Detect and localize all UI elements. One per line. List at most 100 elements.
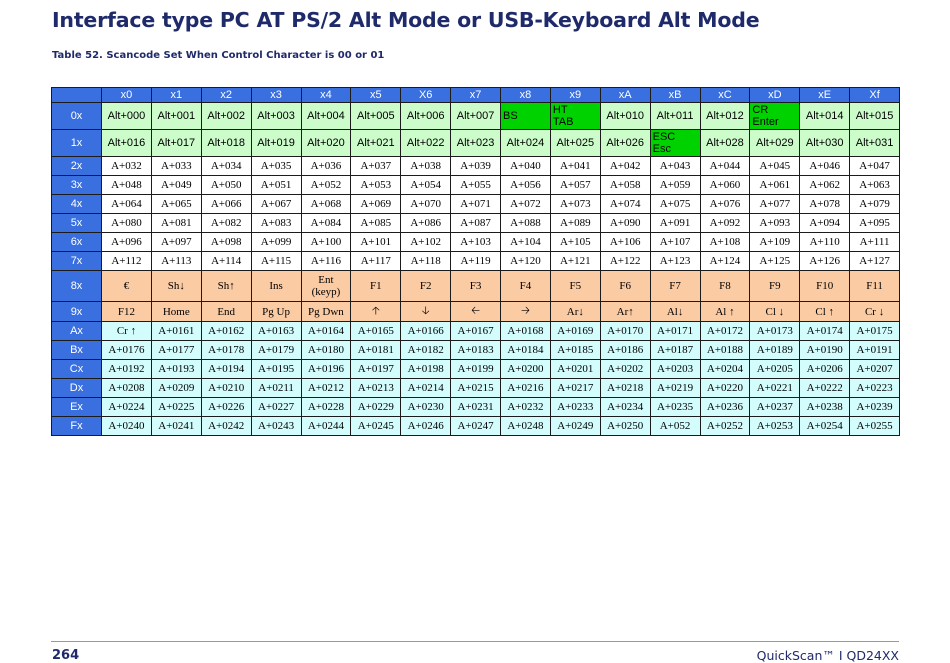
- table-cell: A+096: [101, 232, 152, 252]
- table-cell: A+0255: [849, 416, 900, 436]
- table-cell: A+0254: [799, 416, 851, 436]
- row-header: Fx: [51, 416, 102, 436]
- table-cell: Alt+026: [599, 129, 651, 157]
- table-cell: A+036: [300, 156, 352, 176]
- row-header: 2x: [51, 156, 102, 176]
- table-cell: 🡣: [400, 301, 452, 322]
- table-cell: CR Enter: [749, 102, 801, 130]
- table-cell: A+0184: [500, 340, 551, 360]
- table-cell: A+0163: [250, 321, 302, 341]
- table-cell: A+081: [150, 213, 202, 233]
- table-cell: A+092: [699, 213, 751, 233]
- table-cell: A+0162: [200, 321, 252, 341]
- table-cell: A+0249: [549, 416, 601, 436]
- table-cell: F9: [749, 270, 801, 302]
- table-cell: A+059: [649, 175, 701, 195]
- table-cell: A+080: [101, 213, 152, 233]
- table-cell: F3: [450, 270, 501, 302]
- table-cell: A+0218: [599, 378, 651, 398]
- table-cell: A+0197: [350, 359, 402, 379]
- table-row: 6x A+096 A+097 A+098 A+099 A+100 A+101 A+102 A+1…: [51, 232, 900, 252]
- table-cell: A+0224: [101, 397, 152, 417]
- table-cell: A+110: [799, 232, 851, 252]
- table-cell: A+051: [250, 175, 302, 195]
- column-header: xB: [649, 87, 701, 103]
- table-cell: A+095: [849, 213, 900, 233]
- table-cell: Al ↑: [699, 301, 751, 322]
- table-cell: 🡡: [350, 301, 402, 322]
- table-header-row: x0 x1 x2 x3 x4 x5 X6 x7 x8 x9 xA xB xC xD xE Xf: [51, 87, 900, 103]
- table-cell: A+0226: [200, 397, 252, 417]
- table-cell: Pg Up: [250, 301, 302, 322]
- table-cell: 🡢: [500, 301, 551, 322]
- table-cell: Al↓: [649, 301, 701, 322]
- table-cell: A+035: [250, 156, 302, 176]
- table-cell: Alt+016: [101, 129, 152, 157]
- table-cell: A+033: [150, 156, 202, 176]
- table-cell: A+062: [799, 175, 851, 195]
- table-cell: A+061: [749, 175, 801, 195]
- table-cell: Sh↓: [150, 270, 202, 302]
- table-cell: Alt+001: [150, 102, 202, 130]
- row-header: 8x: [51, 270, 102, 302]
- table-cell: A+0176: [101, 340, 152, 360]
- table-row: Cx A+0192 A+0193 A+0194 A+0195 A+0196 A+0197 A+…: [51, 359, 900, 379]
- table-cell: A+0200: [500, 359, 551, 379]
- table-cell: A+0213: [350, 378, 402, 398]
- table-row: 1x Alt+016 Alt+017 Alt+018 Alt+019 Alt+020 Alt…: [51, 129, 900, 157]
- table-cell: ESC Esc: [649, 129, 701, 157]
- table-cell: Alt+004: [300, 102, 352, 130]
- table-cell: Alt+024: [500, 129, 551, 157]
- table-cell: A+079: [849, 194, 900, 214]
- table-cell: A+044: [699, 156, 751, 176]
- table-cell: Ins: [250, 270, 302, 302]
- table-cell: A+072: [500, 194, 551, 214]
- table-caption: Table 52. Scancode Set When Control Char…: [52, 50, 385, 61]
- table-cell: A+0165: [350, 321, 402, 341]
- table-cell: A+063: [849, 175, 900, 195]
- table-cell: A+0187: [649, 340, 701, 360]
- table-cell: Alt+029: [749, 129, 801, 157]
- table-cell: F12: [101, 301, 152, 322]
- table-cell: F4: [500, 270, 551, 302]
- table-cell: Alt+012: [699, 102, 751, 130]
- table-cell: A+0231: [450, 397, 501, 417]
- table-cell: A+052: [300, 175, 352, 195]
- table-cell: A+0189: [749, 340, 801, 360]
- table-cell: A+0217: [549, 378, 601, 398]
- table-cell: A+105: [549, 232, 601, 252]
- table-cell: A+0234: [599, 397, 651, 417]
- table-cell: A+0207: [849, 359, 900, 379]
- table-cell: A+064: [101, 194, 152, 214]
- table-cell: Alt+014: [799, 102, 851, 130]
- table-cell: F1: [350, 270, 402, 302]
- table-cell: A+0178: [200, 340, 252, 360]
- table-corner-cell: [51, 87, 102, 103]
- table-cell: A+070: [400, 194, 452, 214]
- table-cell: A+107: [649, 232, 701, 252]
- table-cell: A+074: [599, 194, 651, 214]
- table-cell: A+0161: [150, 321, 202, 341]
- table-cell: A+0204: [699, 359, 751, 379]
- table-cell: A+0208: [101, 378, 152, 398]
- table-cell: A+057: [549, 175, 601, 195]
- table-cell: A+0192: [101, 359, 152, 379]
- row-header: Cx: [51, 359, 102, 379]
- table-row: 0x Alt+000 Alt+001 Alt+002 Alt+003 Alt+004 Alt…: [51, 102, 900, 130]
- table-cell: F2: [400, 270, 452, 302]
- table-cell: A+038: [400, 156, 452, 176]
- table-cell: A+109: [749, 232, 801, 252]
- table-cell: Ar↓: [549, 301, 601, 322]
- table-cell: Cr ↓: [849, 301, 900, 322]
- table-cell: A+071: [450, 194, 501, 214]
- table-cell: A+099: [250, 232, 302, 252]
- table-cell: A+094: [799, 213, 851, 233]
- column-header: x5: [350, 87, 402, 103]
- table-row: 8x € Sh↓ Sh↑ Ins Ent (keyp) F1 F2 F3 F4 F5 F6 F7 F8 F9 F…: [51, 270, 900, 302]
- table-cell: A+100: [300, 232, 352, 252]
- table-row: Bx A+0176 A+0177 A+0178 A+0179 A+0180 A+0181 A+…: [51, 340, 900, 360]
- table-cell: A+0235: [649, 397, 701, 417]
- column-header: x4: [300, 87, 352, 103]
- table-cell: End: [200, 301, 252, 322]
- column-header: x7: [450, 87, 501, 103]
